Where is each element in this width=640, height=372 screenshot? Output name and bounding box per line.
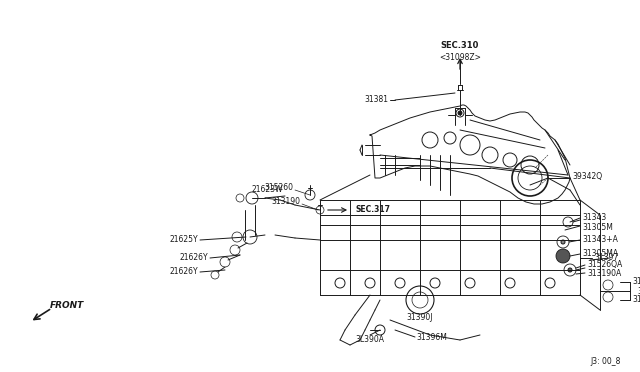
Circle shape: [561, 240, 565, 244]
Text: 31343: 31343: [582, 214, 606, 222]
Circle shape: [458, 111, 462, 115]
Text: 31390J: 31390J: [407, 314, 433, 323]
Text: <31098Z>: <31098Z>: [439, 52, 481, 61]
Text: SEC.310: SEC.310: [441, 41, 479, 49]
Text: 313190A: 313190A: [587, 269, 621, 279]
Text: SEC.317: SEC.317: [356, 205, 391, 215]
Text: 31381: 31381: [364, 96, 388, 105]
Text: 31305M: 31305M: [582, 224, 613, 232]
Text: 21626Y: 21626Y: [179, 253, 208, 262]
Text: 315260: 315260: [264, 183, 293, 192]
Text: 31390: 31390: [637, 286, 640, 295]
Text: 31394: 31394: [632, 295, 640, 305]
Text: FRONT: FRONT: [50, 301, 84, 310]
Text: 21626Y: 21626Y: [170, 267, 198, 276]
Text: 31343+A: 31343+A: [582, 235, 618, 244]
Text: 31305MA: 31305MA: [582, 250, 618, 259]
Text: J3: 00_8: J3: 00_8: [590, 357, 620, 366]
Text: 21625Y: 21625Y: [170, 235, 198, 244]
Circle shape: [568, 268, 572, 272]
Text: 31396M: 31396M: [416, 334, 447, 343]
Text: 313190: 313190: [271, 198, 300, 206]
Text: 31397: 31397: [594, 253, 618, 263]
Text: 21623W: 21623W: [252, 186, 283, 195]
Text: 31526QA: 31526QA: [587, 260, 622, 269]
Circle shape: [556, 249, 570, 263]
Text: 3L390A: 3L390A: [355, 336, 385, 344]
Text: 31394E: 31394E: [632, 278, 640, 286]
Text: 39342Q: 39342Q: [572, 173, 602, 182]
